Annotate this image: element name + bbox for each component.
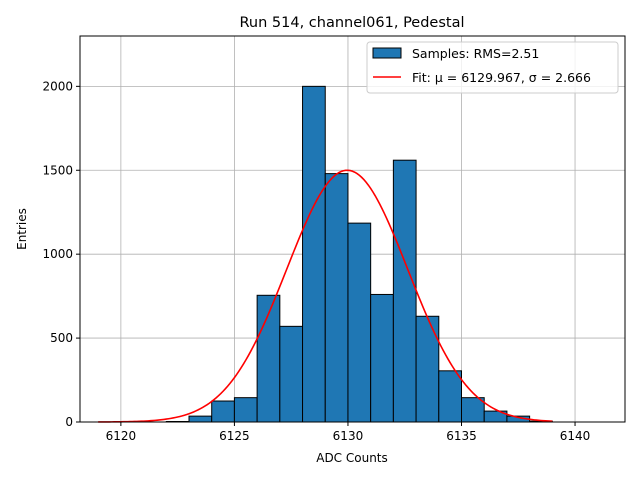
y-tick-label: 1000 [42, 247, 73, 261]
histogram-bar [211, 400, 235, 423]
x-tick-label: 6125 [219, 429, 250, 443]
y-axis-label: Entries [15, 208, 29, 250]
histogram-bar [233, 397, 258, 423]
histogram-bar [370, 293, 394, 423]
histogram-bar [279, 325, 304, 423]
x-axis-label: ADC Counts [316, 451, 388, 465]
legend-fit-label: Fit: μ = 6129.967, σ = 2.666 [412, 70, 591, 85]
x-tick-label: 6120 [106, 429, 137, 443]
y-tick-label: 1500 [42, 163, 73, 177]
x-tick-label: 6135 [446, 429, 477, 443]
histogram-bar [347, 222, 372, 423]
y-tick-label: 500 [50, 331, 73, 345]
histogram-bars [165, 85, 553, 423]
x-tick-label: 6130 [333, 429, 364, 443]
histogram-bar [438, 370, 462, 423]
legend-samples-swatch [372, 47, 402, 59]
histogram-bar [324, 173, 349, 423]
y-tick-label: 0 [65, 415, 73, 429]
y-tick-label: 2000 [42, 79, 73, 93]
axis-ticks: 6120 6125 6130 6135 6140 0 500 1000 1500 2000 [42, 79, 590, 443]
histogram-bar [461, 397, 485, 423]
gaussian-fit-curve [98, 169, 553, 423]
histogram-bar [415, 315, 440, 423]
plot-frame [79, 35, 626, 423]
legend-box [366, 41, 619, 94]
histogram-bar [302, 85, 326, 423]
legend: Samples: RMS=2.51 Fit: μ = 6129.967, σ =… [366, 41, 619, 94]
chart-title: Run 514, channel061, Pedestal [239, 15, 464, 31]
legend-samples-label: Samples: RMS=2.51 [412, 46, 539, 61]
x-tick-label: 6140 [560, 429, 591, 443]
fit-curve-layer [98, 169, 553, 423]
histogram-bar [392, 159, 417, 423]
histogram-bar [188, 415, 213, 423]
